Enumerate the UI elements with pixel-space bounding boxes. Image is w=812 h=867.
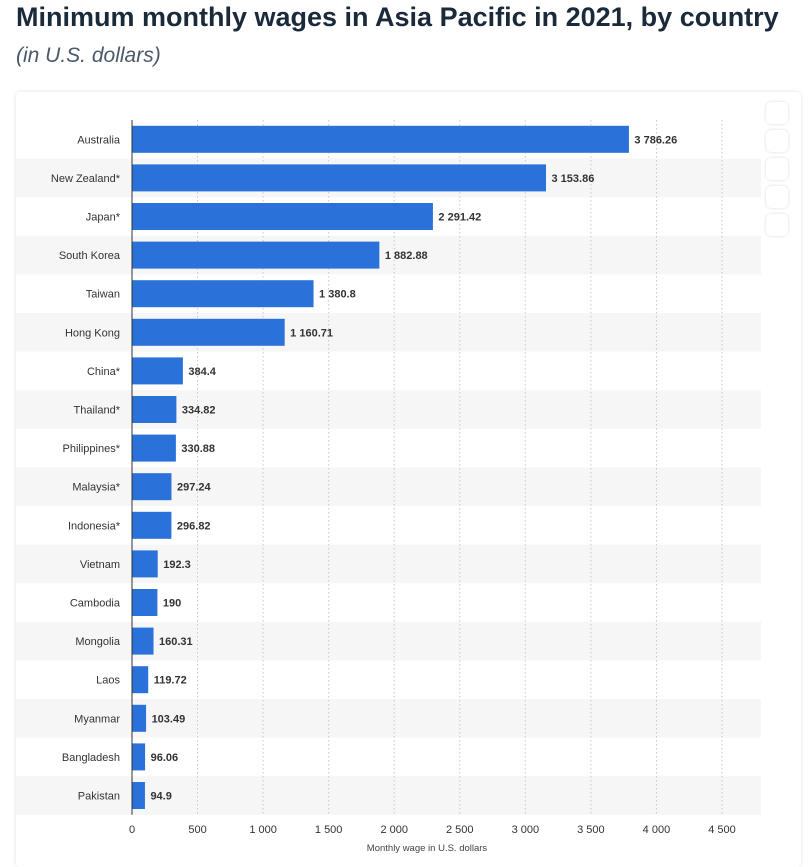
bar <box>132 280 314 308</box>
tool-icon-5[interactable] <box>766 214 788 236</box>
data-label: 330.88 <box>181 443 215 455</box>
category-label: Laos <box>96 675 120 687</box>
category-label: New Zealand* <box>51 173 121 185</box>
bar <box>132 434 176 462</box>
category-label: Australia <box>77 134 121 146</box>
data-label: 1 160.71 <box>290 327 333 339</box>
bar-chart: Australia 3 786.26 New Zealand* 3 153.86 Jap… <box>16 120 761 854</box>
category-label: Malaysia* <box>72 482 120 494</box>
category-label: Indonesia* <box>68 520 121 532</box>
row-band <box>16 776 761 815</box>
bar <box>132 589 158 616</box>
x-axis-title: Monthly wage in U.S. dollars <box>367 843 488 854</box>
category-label: Taiwan <box>86 289 120 301</box>
chart-card: Australia 3 786.26 New Zealand* 3 153.86 Jap… <box>16 92 801 867</box>
category-label: Pakistan <box>78 791 120 803</box>
category-label: Thailand* <box>74 405 121 417</box>
category-label: Cambodia <box>70 598 121 610</box>
row-band <box>16 313 761 352</box>
x-tick-label: 3 000 <box>512 824 540 836</box>
category-label: Vietnam <box>80 559 120 571</box>
row-band <box>16 390 761 429</box>
data-label: 94.9 <box>150 791 171 803</box>
bar <box>132 318 285 346</box>
row-band <box>16 544 761 584</box>
category-label: Hong Kong <box>65 327 120 339</box>
x-tick-label: 4 500 <box>708 824 736 836</box>
row-band <box>16 699 761 738</box>
category-label: Japan* <box>86 212 121 224</box>
data-label: 1 882.88 <box>385 250 428 262</box>
category-label: Philippines* <box>63 443 121 455</box>
x-tick-label: 3 500 <box>577 824 605 836</box>
category-label: Mongolia <box>75 636 121 648</box>
x-tick-label: 500 <box>188 824 206 836</box>
x-tick-label: 2 500 <box>446 824 474 836</box>
bar <box>132 241 380 269</box>
x-tick-label: 2 000 <box>380 824 408 836</box>
x-tick-label: 1 500 <box>315 824 343 836</box>
bar <box>132 396 177 423</box>
data-label: 192.3 <box>163 559 191 571</box>
data-label: 96.06 <box>151 752 179 764</box>
data-label: 296.82 <box>177 520 211 532</box>
category-label: China* <box>87 366 121 378</box>
x-tick-label: 0 <box>129 824 135 836</box>
data-label: 3 153.86 <box>552 173 595 185</box>
bar <box>132 125 629 153</box>
bar <box>132 743 146 771</box>
data-label: 3 786.26 <box>634 134 677 146</box>
bar <box>132 203 433 230</box>
bar <box>132 550 158 578</box>
page-title: Minimum monthly wages in Asia Pacific in… <box>16 2 779 32</box>
bar <box>132 473 172 501</box>
data-label: 160.31 <box>159 636 193 648</box>
data-label: 119.72 <box>154 675 187 687</box>
tool-icon-4[interactable] <box>766 186 788 208</box>
category-label: South Korea <box>59 250 121 262</box>
tool-icon-1[interactable] <box>766 102 788 124</box>
bar <box>132 666 149 694</box>
bar <box>132 782 145 809</box>
data-label: 334.82 <box>182 405 216 417</box>
row-band <box>16 621 761 661</box>
data-label: 384.4 <box>188 366 216 378</box>
bar <box>132 357 183 385</box>
category-label: Myanmar <box>74 713 120 725</box>
bar <box>132 164 547 192</box>
x-tick-label: 1 000 <box>249 824 277 836</box>
chart-toolbar <box>766 102 788 236</box>
data-label: 2 291.42 <box>438 212 481 224</box>
bar <box>132 627 154 655</box>
data-label: 1 380.8 <box>319 289 356 301</box>
data-label: 103.49 <box>152 713 186 725</box>
bar <box>132 704 147 732</box>
data-label: 190 <box>163 598 181 610</box>
page-subtitle: (in U.S. dollars) <box>16 44 161 67</box>
tool-icon-2[interactable] <box>766 130 788 152</box>
category-label: Bangladesh <box>62 752 120 764</box>
row-band <box>16 467 761 506</box>
x-tick-label: 4 000 <box>643 824 671 836</box>
tool-icon-3[interactable] <box>766 158 788 180</box>
bar <box>132 511 172 539</box>
data-label: 297.24 <box>177 482 212 494</box>
